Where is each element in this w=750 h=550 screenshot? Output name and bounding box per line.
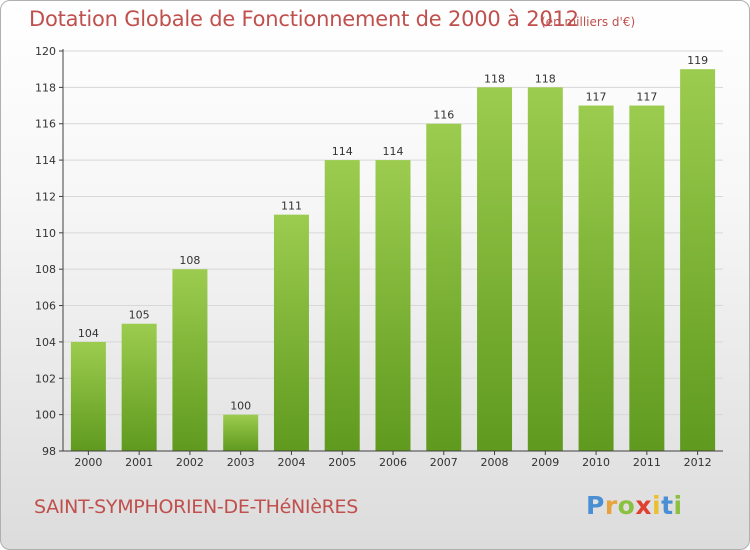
y-tick-label: 116 [35, 118, 56, 131]
bar-value-label: 119 [687, 54, 708, 67]
bar [121, 323, 157, 451]
y-tick-label: 114 [35, 154, 56, 167]
y-tick-label: 100 [35, 409, 56, 422]
x-tick-label: 2005 [328, 456, 356, 469]
bar [375, 160, 411, 451]
x-tick-label: 2010 [582, 456, 610, 469]
axes [59, 49, 723, 455]
bar [324, 160, 360, 451]
bar [527, 87, 563, 451]
bar [680, 69, 716, 451]
y-tick-label: 102 [35, 372, 56, 385]
bar-value-label: 118 [484, 72, 505, 85]
place-name: SAINT-SYMPHORIEN-DE-THéNIèRES [34, 496, 358, 518]
bar [629, 105, 665, 451]
bars [70, 69, 716, 452]
x-tick-label: 2007 [430, 456, 458, 469]
logo-letter: r [604, 491, 618, 520]
bar-value-label: 116 [433, 109, 454, 122]
bar-value-label: 105 [129, 309, 150, 322]
bar-value-label: 117 [636, 91, 657, 104]
x-tick-label: 2009 [531, 456, 559, 469]
bar-value-label: 100 [230, 400, 251, 413]
bar-value-label: 111 [281, 200, 302, 213]
bar [477, 87, 513, 451]
y-tick-label: 120 [35, 45, 56, 58]
logo-letter: i [673, 491, 683, 520]
y-tick-label: 106 [35, 300, 56, 313]
bar [172, 269, 208, 451]
bar [578, 105, 614, 451]
x-tick-label: 2006 [379, 456, 407, 469]
logo-letter: i [652, 491, 662, 520]
x-tick-label: 2003 [227, 456, 255, 469]
x-tick-label: 2001 [125, 456, 153, 469]
bar-value-label: 118 [535, 72, 556, 85]
bar-value-label: 108 [179, 254, 200, 267]
bar [70, 341, 106, 451]
bar-value-label: 114 [383, 145, 404, 158]
bar-value-label: 104 [78, 327, 99, 340]
chart-title: Dotation Globale de Fonctionnement de 20… [29, 7, 579, 31]
labels: 98 100 102 104 106 108 110 112 114 116 118 120 104 20… [35, 45, 712, 469]
bar [426, 123, 462, 452]
y-tick-label: 98 [42, 445, 56, 458]
unit-note: (en milliers d'€) [541, 15, 636, 29]
y-tick-label: 110 [35, 227, 56, 240]
logo-letter: P [586, 491, 605, 520]
proxiti-logo: Proxiti [586, 491, 683, 520]
logo-letter: t [661, 491, 674, 520]
x-tick-label: 2000 [74, 456, 102, 469]
x-tick-label: 2008 [481, 456, 509, 469]
bar-value-label: 117 [586, 91, 607, 104]
bar [273, 214, 309, 451]
y-tick-label: 112 [35, 190, 56, 203]
y-tick-label: 108 [35, 263, 56, 276]
logo-letter: x [635, 491, 652, 520]
bar [223, 414, 259, 451]
logo-letter: o [617, 491, 636, 520]
x-tick-label: 2002 [176, 456, 204, 469]
y-tick-label: 118 [35, 81, 56, 94]
x-tick-label: 2012 [684, 456, 712, 469]
bar-value-label: 114 [332, 145, 353, 158]
x-tick-label: 2004 [277, 456, 305, 469]
x-tick-label: 2011 [633, 456, 661, 469]
y-tick-label: 104 [35, 336, 56, 349]
